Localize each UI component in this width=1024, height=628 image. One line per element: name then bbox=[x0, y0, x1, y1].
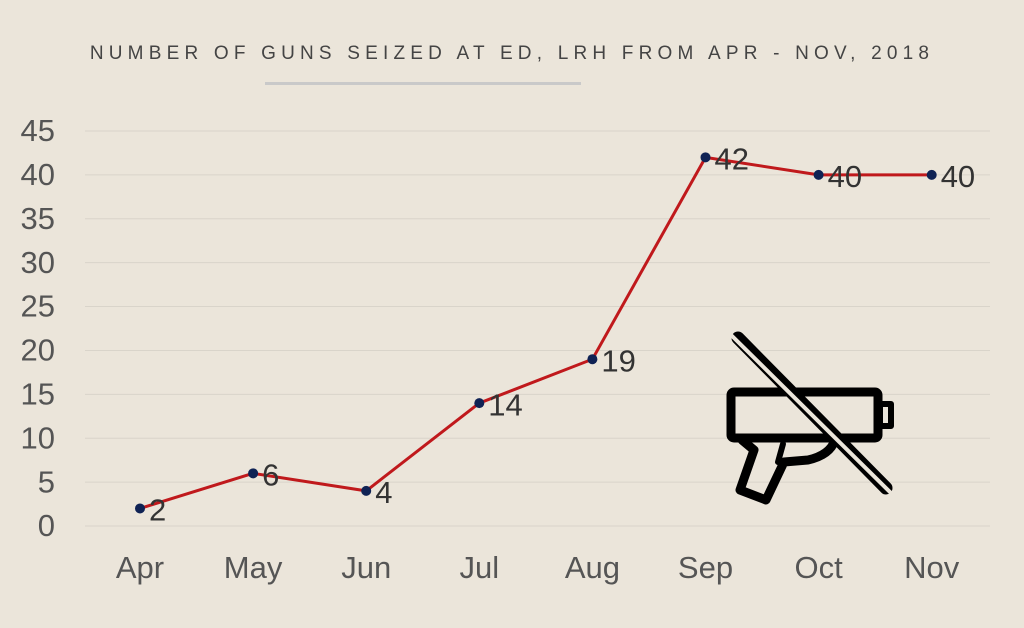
x-tick-label: Jun bbox=[341, 550, 391, 585]
y-tick-label: 5 bbox=[38, 464, 55, 499]
x-tick-label: Apr bbox=[116, 550, 164, 585]
marker bbox=[700, 152, 711, 163]
y-tick-label: 10 bbox=[21, 420, 55, 455]
data-label: 42 bbox=[715, 142, 749, 177]
marker bbox=[813, 169, 824, 180]
marker bbox=[587, 354, 598, 365]
y-tick-label: 15 bbox=[21, 377, 55, 412]
marker bbox=[248, 468, 259, 479]
x-tick-label: May bbox=[224, 550, 283, 585]
y-tick-label: 30 bbox=[21, 245, 55, 280]
chart-title: NUMBER OF GUNS SEIZED AT ED, LRH FROM AP… bbox=[89, 43, 935, 64]
data-label: 40 bbox=[941, 159, 975, 194]
data-label: 4 bbox=[375, 475, 392, 510]
marker bbox=[926, 169, 937, 180]
x-tick-label: Nov bbox=[904, 550, 960, 585]
x-tick-label: Jul bbox=[459, 550, 499, 585]
x-tick-label: Aug bbox=[565, 550, 620, 585]
line bbox=[139, 155, 932, 510]
x-tick-label: Sep bbox=[678, 550, 733, 585]
title-underline bbox=[265, 82, 581, 85]
data-label: 40 bbox=[828, 159, 862, 194]
y-tick-label: 35 bbox=[21, 201, 55, 236]
y-tick-label: 25 bbox=[21, 289, 55, 324]
marker bbox=[474, 398, 485, 409]
marker bbox=[361, 485, 372, 496]
no-gun-icon bbox=[726, 330, 898, 505]
data-label: 14 bbox=[488, 387, 522, 422]
y-tick-label: 20 bbox=[21, 333, 55, 368]
y-tick-label: 45 bbox=[21, 113, 55, 148]
data-label: 19 bbox=[601, 343, 635, 378]
y-tick-label: 0 bbox=[38, 508, 55, 543]
data-label: 6 bbox=[262, 458, 279, 493]
y-tick-label: 40 bbox=[21, 157, 55, 192]
data-label: 2 bbox=[149, 493, 166, 528]
marker bbox=[135, 503, 145, 514]
x-tick-label: Oct bbox=[794, 550, 843, 585]
